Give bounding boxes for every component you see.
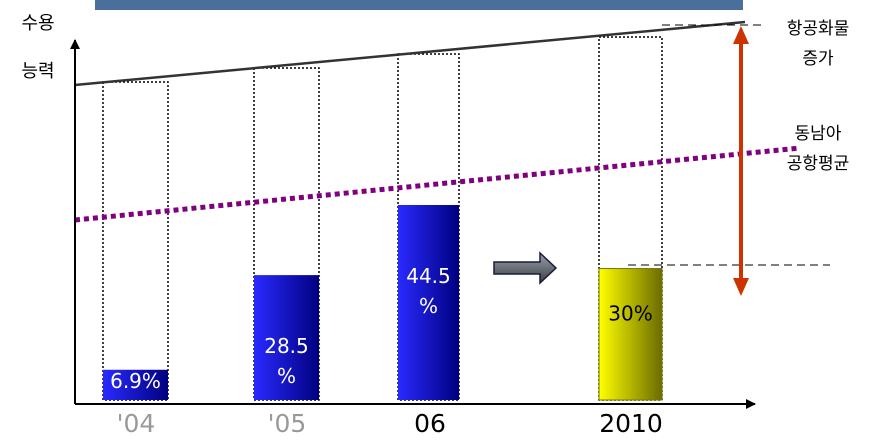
x-tick-label: 2010 [599, 409, 663, 438]
sea-airport-annotation-line2: 공항평균 [787, 154, 850, 174]
bar-value-label: 30% [608, 302, 652, 326]
bar [398, 205, 459, 400]
y-axis-label-line2: 능력 [21, 61, 54, 82]
capacity-box [102, 81, 169, 401]
bar [103, 369, 168, 400]
x-tick-labels: '04 '05 06 2010 [117, 409, 663, 438]
cargo-growth-annotation-line2: 증가 [802, 49, 834, 69]
bar-value-label: 6.9% [110, 369, 161, 393]
sea-airport-annotation-line1: 동남아 [795, 124, 842, 144]
bar-value-label: 28.5% [264, 334, 309, 388]
bar [598, 268, 663, 401]
range-arrow [733, 26, 749, 296]
bar-value-label: 44.5% [406, 264, 451, 318]
sea-airport-average-line [74, 145, 801, 223]
bar [254, 275, 319, 400]
x-tick-label: 06 [414, 409, 446, 438]
bars [103, 205, 663, 401]
header-band [95, 0, 743, 10]
cargo-growth-annotation-line1: 항공화물 [787, 19, 850, 39]
x-tick-label: '04 [117, 409, 156, 438]
capacity-boxes [102, 36, 663, 401]
cargo-capacity-trend-line [74, 20, 746, 87]
x-tick-label: '05 [268, 409, 307, 438]
y-axis-label-line1: 수용 [21, 13, 54, 34]
value-labels: 6.9% 28.5 % 44.5% 30% [110, 264, 653, 393]
projection-arrow [493, 251, 558, 285]
